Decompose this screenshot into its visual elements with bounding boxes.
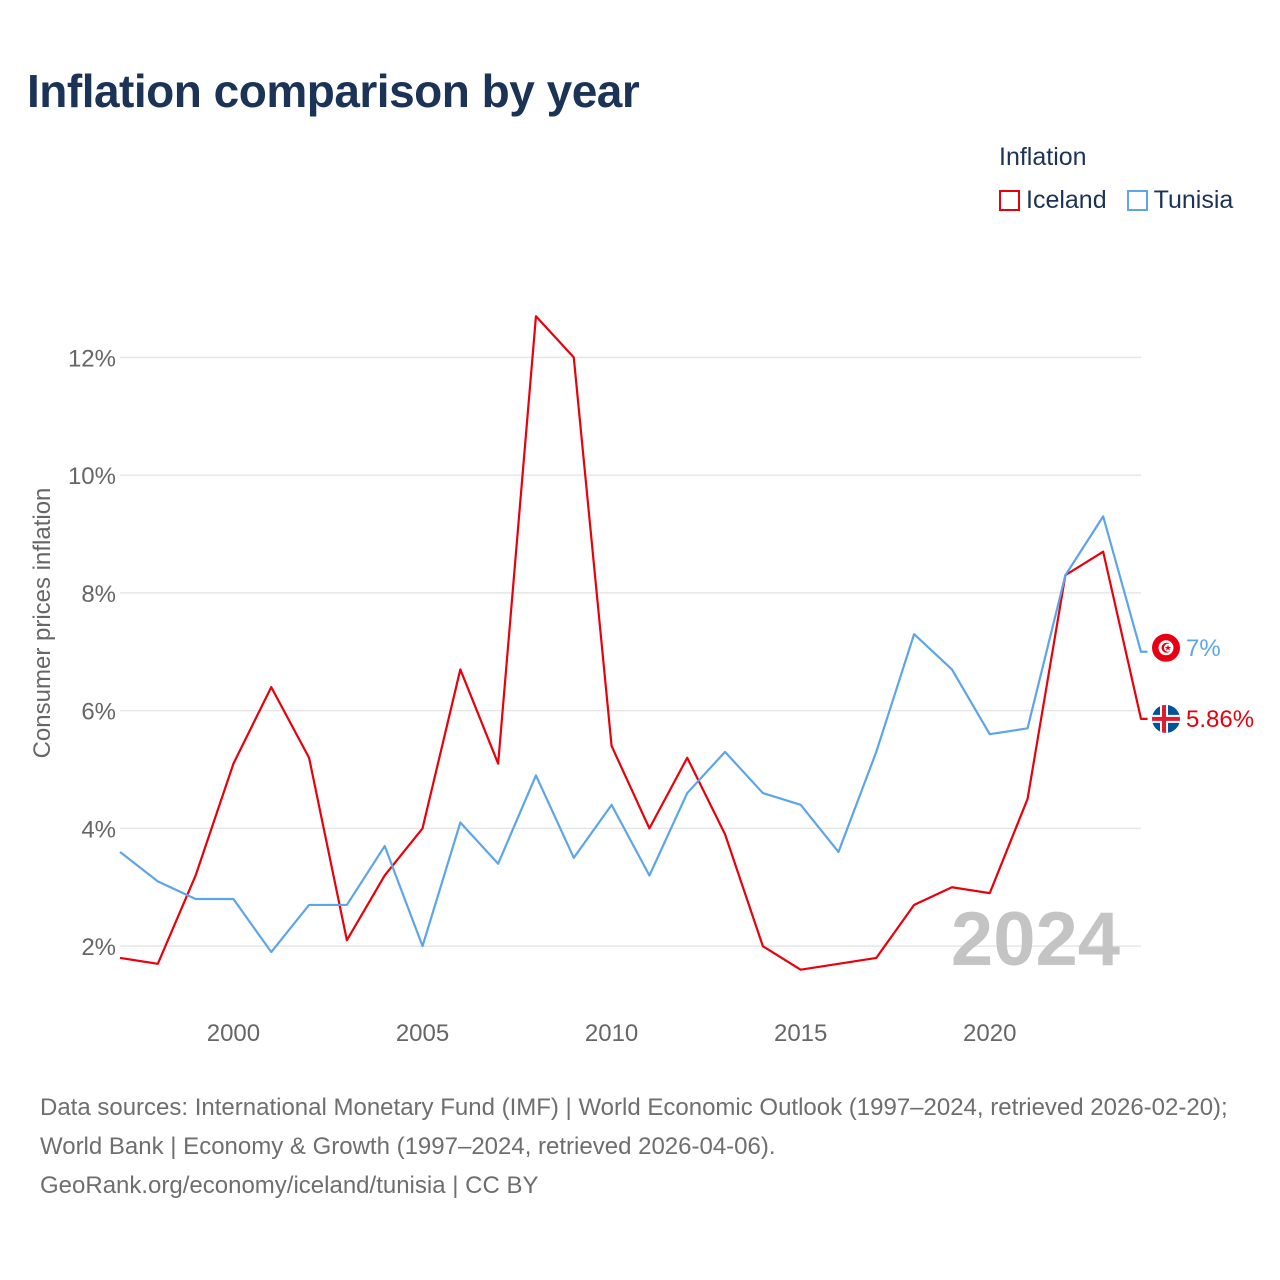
- x-tick-label: 2010: [585, 1020, 638, 1047]
- y-tick-label: 12%: [68, 345, 116, 372]
- gridlines: [120, 356, 1141, 947]
- y-tick-label: 10%: [68, 463, 116, 490]
- x-tick-label: 2015: [774, 1020, 827, 1047]
- x-tick-label: 2000: [207, 1020, 260, 1047]
- legend-swatch-tunisia: [1126, 190, 1148, 211]
- y-tick-label: 4%: [81, 816, 116, 843]
- x-tick-labels: 2000 2005 2010 2015 2020: [207, 1020, 1017, 1047]
- iceland-flag-icon: [1152, 704, 1180, 733]
- series-end-markers: 5.86% 7%: [1152, 633, 1254, 733]
- y-tick-label: 2%: [81, 934, 116, 961]
- legend-item-iceland[interactable]: Iceland: [999, 186, 1107, 215]
- y-tick-label: 6%: [81, 699, 116, 726]
- series-line-tunisia: [119, 515, 1148, 954]
- tunisia-flag-icon: [1152, 633, 1180, 662]
- footer-sources: Data sources: International Monetary Fun…: [40, 1094, 1228, 1160]
- legend-item-tunisia[interactable]: Tunisia: [1126, 186, 1234, 215]
- series-lines: [119, 315, 1148, 971]
- legend-swatch-iceland: [999, 190, 1020, 211]
- line-chart: 2% 4% 6% 8% 10% 12% 2000 2005 2010 2015 2020 2024…: [68, 315, 1254, 1047]
- footer: Data sources: International Monetary Fun…: [40, 1088, 1250, 1205]
- end-value-label-tunisia: 7%: [1186, 635, 1221, 662]
- x-tick-label: 2020: [963, 1020, 1016, 1047]
- legend-label-tunisia: Tunisia: [1153, 186, 1234, 214]
- footer-credit[interactable]: GeoRank.org/economy/iceland/tunisia | CC…: [40, 1172, 539, 1199]
- end-value-label-iceland: 5.86%: [1186, 706, 1254, 733]
- legend-title: Inflation: [999, 143, 1087, 171]
- x-tick-label: 2005: [396, 1020, 449, 1047]
- legend: Iceland Tunisia: [999, 186, 1233, 215]
- year-watermark: 2024: [951, 897, 1120, 982]
- series-line-iceland: [119, 315, 1148, 971]
- y-tick-label: 8%: [81, 581, 116, 608]
- legend-label-iceland: Iceland: [1026, 186, 1107, 214]
- chart-title: Inflation comparison by year: [27, 65, 640, 117]
- y-tick-labels: 2% 4% 6% 8% 10% 12%: [68, 345, 116, 961]
